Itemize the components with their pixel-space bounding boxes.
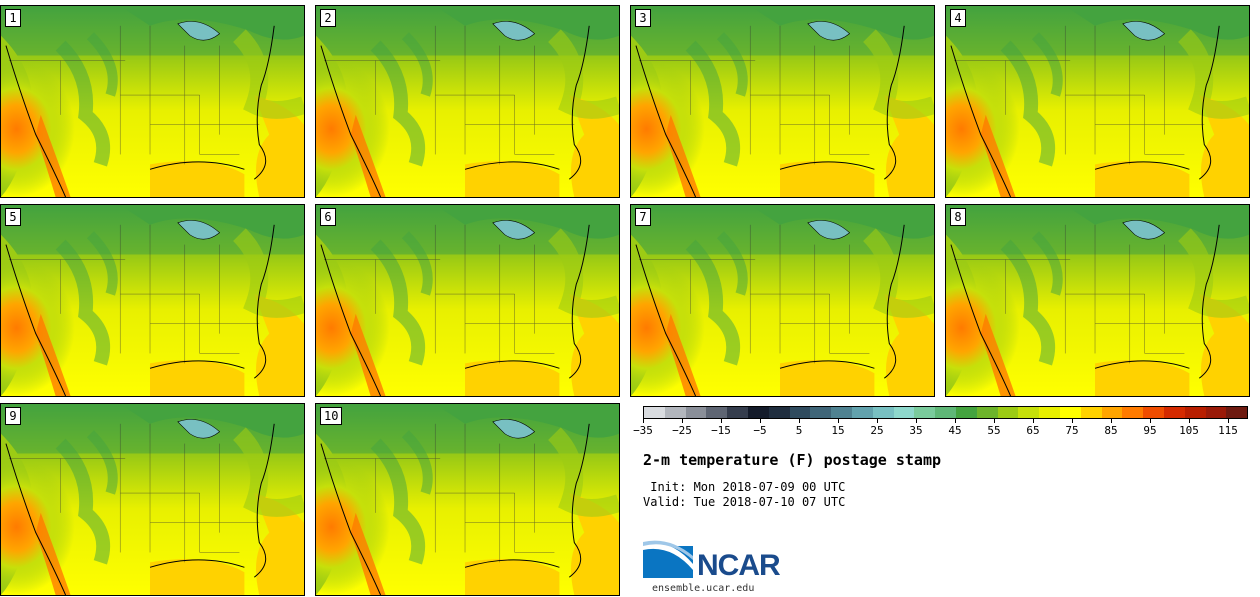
colorbar-tick-label: 15 bbox=[831, 424, 845, 437]
colorbar-swatch bbox=[644, 407, 665, 418]
colorbar-tick-label: −5 bbox=[753, 424, 767, 437]
member-number-label: 1 bbox=[5, 9, 21, 27]
colorbar-tick-label: 65 bbox=[1026, 424, 1040, 437]
colorbar-swatch bbox=[1143, 407, 1164, 418]
colorbar-swatch bbox=[1018, 407, 1040, 418]
ensemble-member-panel[interactable]: 1 bbox=[0, 5, 305, 198]
member-number-label: 10 bbox=[320, 407, 343, 425]
colorbar-swatch bbox=[727, 407, 748, 418]
colorbar-tick bbox=[838, 419, 839, 423]
colorbar-tick bbox=[1072, 419, 1073, 423]
valid-time: Valid: Tue 2018-07-10 07 UTC bbox=[643, 495, 846, 509]
temperature-colorbar bbox=[643, 406, 1248, 419]
member-number-label: 6 bbox=[320, 208, 336, 226]
colorbar-swatch bbox=[1122, 407, 1144, 418]
member-number-label: 8 bbox=[950, 208, 966, 226]
colorbar-tick bbox=[721, 419, 722, 423]
colorbar-swatch bbox=[955, 407, 977, 418]
colorbar-tick-label: 85 bbox=[1104, 424, 1118, 437]
member-number-label: 3 bbox=[635, 9, 651, 27]
colorbar-swatch bbox=[789, 407, 811, 418]
colorbar-swatch bbox=[747, 407, 769, 418]
colorbar-tick bbox=[994, 419, 995, 423]
ensemble-member-panel[interactable]: 8 bbox=[945, 204, 1250, 397]
colorbar-tick bbox=[916, 419, 917, 423]
colorbar-swatch bbox=[1163, 407, 1185, 418]
colorbar-tick-label: −35 bbox=[633, 424, 653, 437]
ensemble-member-panel[interactable]: 5 bbox=[0, 204, 305, 397]
member-number-label: 9 bbox=[5, 407, 21, 425]
ensemble-member-panel[interactable]: 10 bbox=[315, 403, 620, 596]
colorbar-swatch bbox=[1039, 407, 1060, 418]
colorbar-swatch bbox=[893, 407, 915, 418]
colorbar-tick bbox=[1189, 419, 1190, 423]
colorbar-tick-label: 5 bbox=[795, 424, 803, 437]
ensemble-member-panel[interactable]: 2 bbox=[315, 5, 620, 198]
colorbar-swatch bbox=[976, 407, 998, 418]
ncar-logo-text: NCAR bbox=[697, 549, 781, 582]
colorbar-swatch bbox=[706, 407, 728, 418]
colorbar-tick-label: 55 bbox=[987, 424, 1001, 437]
ncar-logo-icon bbox=[643, 540, 693, 578]
colorbar-tick bbox=[955, 419, 956, 423]
member-number-label: 7 bbox=[635, 208, 651, 226]
ensemble-member-panel[interactable]: 6 bbox=[315, 204, 620, 397]
colorbar-tick-label: 95 bbox=[1143, 424, 1157, 437]
colorbar-swatch bbox=[685, 407, 707, 418]
ensemble-member-panel[interactable]: 4 bbox=[945, 5, 1250, 198]
colorbar-swatch bbox=[1080, 407, 1102, 418]
colorbar-swatch bbox=[810, 407, 832, 418]
colorbar-tick-label: 35 bbox=[909, 424, 923, 437]
colorbar-tick bbox=[1033, 419, 1034, 423]
chart-title: 2-m temperature (F) postage stamp bbox=[643, 451, 942, 469]
member-number-label: 5 bbox=[5, 208, 21, 226]
colorbar-swatch bbox=[664, 407, 686, 418]
member-number-label: 4 bbox=[950, 9, 966, 27]
ensemble-member-panel[interactable]: 9 bbox=[0, 403, 305, 596]
colorbar-tick-label: 25 bbox=[870, 424, 884, 437]
colorbar-tick-label: −15 bbox=[711, 424, 731, 437]
colorbar-ticks: −35 −25 −15 −5 5 15 25 35 45 55 65 75 85 95 105 115 bbox=[633, 419, 1248, 439]
colorbar-tick bbox=[1150, 419, 1151, 423]
colorbar-tick-label: −25 bbox=[672, 424, 692, 437]
colorbar-tick bbox=[799, 419, 800, 423]
colorbar-swatch bbox=[831, 407, 852, 418]
colorbar-tick bbox=[760, 419, 761, 423]
colorbar-swatch bbox=[1184, 407, 1206, 418]
colorbar-swatch bbox=[851, 407, 873, 418]
colorbar-tick bbox=[877, 419, 878, 423]
colorbar-tick-label: 45 bbox=[948, 424, 962, 437]
colorbar-swatch bbox=[1059, 407, 1081, 418]
colorbar-tick bbox=[1111, 419, 1112, 423]
colorbar-swatch bbox=[997, 407, 1019, 418]
colorbar-tick-label: 75 bbox=[1065, 424, 1079, 437]
colorbar-swatch bbox=[914, 407, 936, 418]
init-time: Init: Mon 2018-07-09 00 UTC bbox=[643, 480, 846, 494]
colorbar-tick-label: 105 bbox=[1179, 424, 1199, 437]
member-number-label: 2 bbox=[320, 9, 336, 27]
colorbar-swatch bbox=[1205, 407, 1227, 418]
site-url: ensemble.ucar.edu bbox=[652, 583, 755, 594]
colorbar-swatch bbox=[935, 407, 956, 418]
colorbar-tick bbox=[1228, 419, 1229, 423]
colorbar-swatch bbox=[1101, 407, 1123, 418]
colorbar-tick-label: 115 bbox=[1218, 424, 1238, 437]
colorbar-swatch bbox=[872, 407, 894, 418]
ensemble-member-panel[interactable]: 7 bbox=[630, 204, 935, 397]
colorbar-tick bbox=[643, 419, 644, 423]
colorbar-tick bbox=[682, 419, 683, 423]
colorbar-swatch bbox=[768, 407, 790, 418]
ensemble-member-panel[interactable]: 3 bbox=[630, 5, 935, 198]
colorbar-swatch bbox=[1226, 407, 1248, 418]
